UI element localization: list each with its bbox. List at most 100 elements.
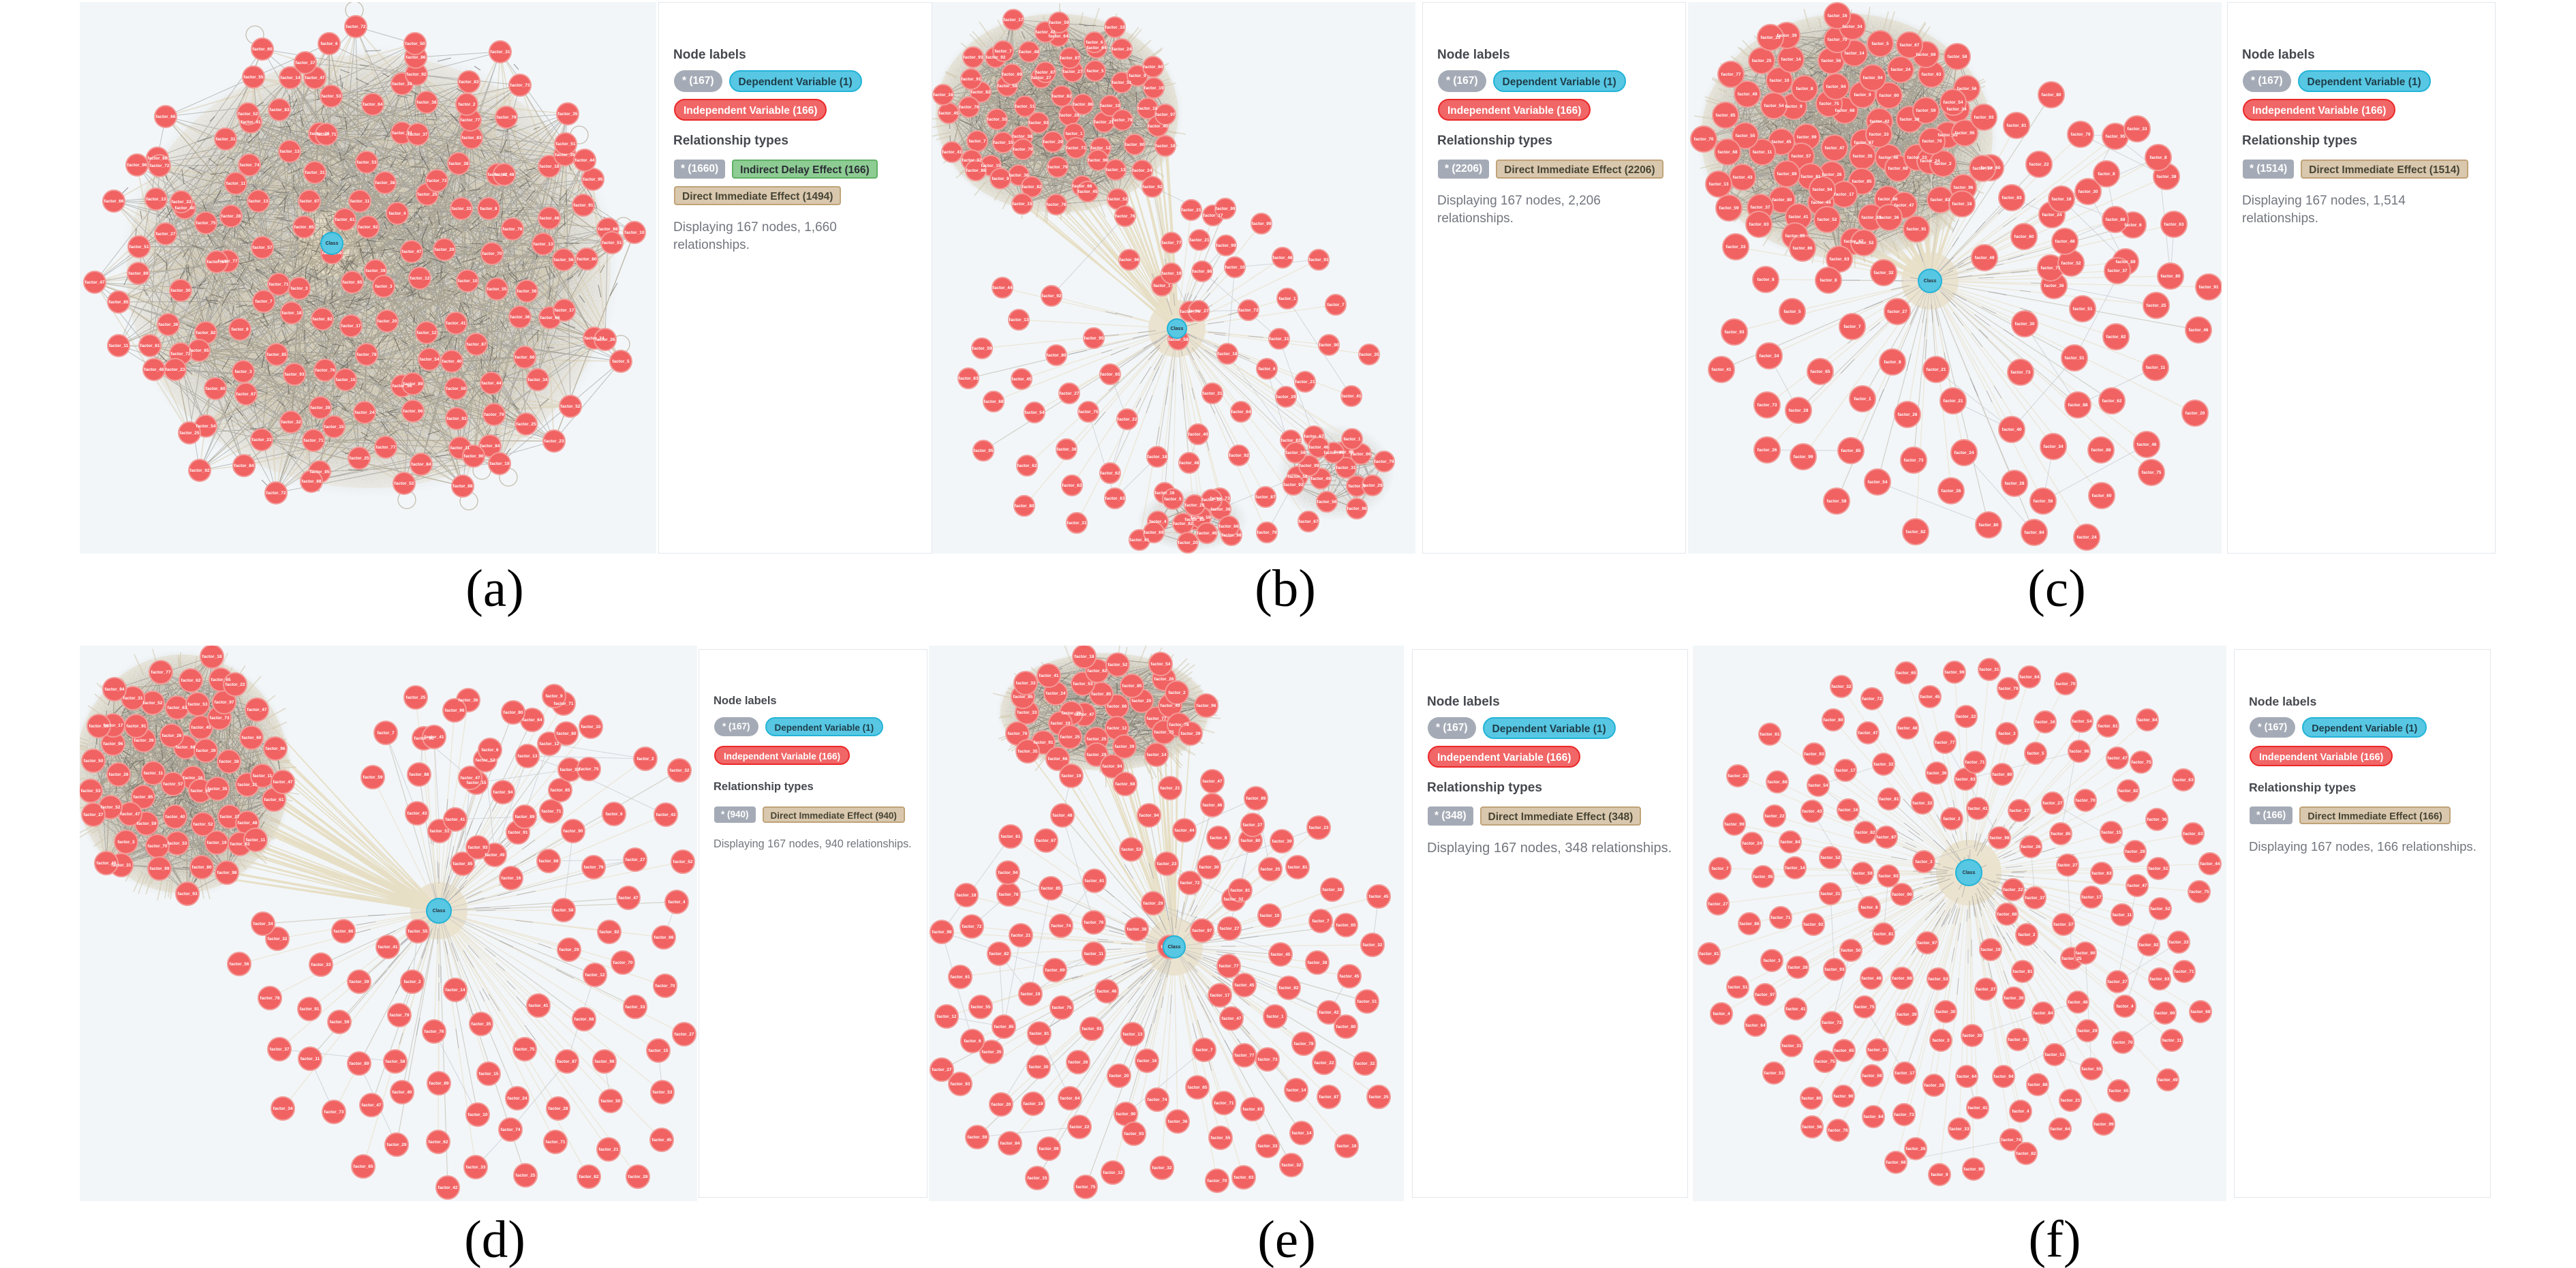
svg-text:factor_59: factor_59: [137, 821, 157, 826]
svg-text:factor_61: factor_61: [335, 217, 355, 222]
svg-text:factor_9: factor_9: [992, 177, 1009, 181]
svg-text:factor_27: factor_27: [932, 1068, 952, 1072]
svg-text:factor_80: factor_80: [557, 731, 577, 736]
svg-text:factor_93: factor_93: [951, 1082, 970, 1087]
svg-text:factor_47: factor_47: [247, 708, 267, 712]
svg-text:factor_85: factor_85: [134, 795, 153, 800]
svg-text:factor_85: factor_85: [1852, 179, 1872, 184]
svg-text:factor_82: factor_82: [1052, 94, 1072, 99]
svg-text:factor_32: factor_32: [1874, 762, 1894, 767]
svg-text:factor_89: factor_89: [403, 382, 423, 387]
svg-text:factor_75: factor_75: [1820, 102, 1839, 106]
svg-text:factor_77: factor_77: [1219, 964, 1239, 969]
svg-text:factor_46: factor_46: [1879, 155, 1899, 160]
svg-text:factor_81: factor_81: [1874, 932, 1894, 937]
svg-text:factor_90: factor_90: [1892, 892, 1912, 897]
svg-text:factor_13: factor_13: [1009, 318, 1029, 322]
svg-text:factor_65: factor_65: [1897, 671, 1916, 676]
svg-text:factor_68: factor_68: [1997, 912, 2017, 917]
svg-text:factor_63: factor_63: [1830, 257, 1850, 262]
svg-text:factor_18: factor_18: [540, 164, 559, 169]
svg-text:factor_34: factor_34: [1947, 107, 1967, 112]
svg-text:factor_85: factor_85: [310, 470, 330, 474]
svg-text:factor_71: factor_71: [2175, 969, 2194, 974]
svg-text:factor_10: factor_10: [1260, 914, 1280, 918]
svg-text:factor_85: factor_85: [1841, 449, 1861, 453]
svg-text:factor_27: factor_27: [1888, 310, 1907, 314]
svg-text:factor_36: factor_36: [159, 322, 179, 327]
svg-text:factor_11: factor_11: [1753, 150, 1773, 155]
svg-text:factor_56: factor_56: [1822, 59, 1841, 63]
svg-text:factor_68: factor_68: [1718, 150, 1738, 155]
svg-text:factor_1: factor_1: [1153, 284, 1171, 288]
svg-text:factor_34: factor_34: [528, 378, 548, 382]
svg-text:factor_33: factor_33: [311, 963, 331, 967]
svg-text:factor_52: factor_52: [476, 758, 495, 763]
svg-text:factor_78: factor_78: [1294, 1042, 1314, 1046]
svg-text:factor_45: factor_45: [939, 111, 959, 116]
svg-text:factor_67: factor_67: [1304, 434, 1324, 439]
svg-text:factor_78: factor_78: [1828, 1128, 1848, 1133]
svg-text:factor_76: factor_76: [1116, 214, 1135, 219]
svg-text:factor_94: factor_94: [1813, 187, 1833, 192]
svg-text:factor_40: factor_40: [393, 1090, 412, 1095]
svg-text:factor_62: factor_62: [181, 678, 201, 683]
svg-text:factor_59: factor_59: [1853, 871, 1873, 876]
svg-text:factor_91: factor_91: [300, 1007, 320, 1012]
svg-text:factor_84: factor_84: [412, 462, 431, 467]
svg-text:factor_91: factor_91: [2008, 1038, 2028, 1042]
svg-text:factor_97: factor_97: [1755, 993, 1775, 997]
svg-text:factor_64: factor_64: [363, 102, 383, 107]
svg-text:factor_71: factor_71: [1771, 916, 1791, 920]
svg-text:factor_36: factor_36: [1009, 173, 1029, 178]
svg-text:factor_77: factor_77: [376, 445, 396, 450]
svg-text:factor_6: factor_6: [320, 42, 338, 46]
svg-text:factor_85: factor_85: [1785, 234, 1805, 239]
svg-text:factor_93: factor_93: [1029, 121, 1049, 125]
svg-text:factor_73: factor_73: [324, 1110, 344, 1115]
svg-text:factor_67: factor_67: [1918, 941, 1937, 946]
svg-text:factor_89: factor_89: [515, 815, 535, 819]
svg-text:factor_24: factor_24: [1743, 841, 1762, 846]
svg-text:factor_45: factor_45: [1078, 190, 1098, 194]
svg-text:factor_92: factor_92: [2139, 943, 2159, 948]
svg-text:factor_39: factor_39: [196, 749, 216, 753]
svg-text:factor_47: factor_47: [1222, 1016, 1242, 1021]
svg-text:factor_30: factor_30: [1029, 1065, 1049, 1070]
svg-text:factor_26: factor_26: [1906, 1147, 1926, 1151]
svg-text:factor_23: factor_23: [1728, 774, 1748, 779]
svg-text:factor_26: factor_26: [1154, 677, 1174, 682]
svg-text:factor_80: factor_80: [1241, 839, 1261, 843]
svg-text:factor_13: factor_13: [534, 242, 553, 247]
svg-text:factor_80: factor_80: [1336, 1025, 1356, 1029]
svg-text:factor_63: factor_63: [168, 706, 187, 710]
svg-text:factor_79: factor_79: [1999, 686, 2019, 691]
svg-text:factor_36: factor_36: [310, 132, 330, 136]
svg-text:factor_27: factor_27: [1243, 823, 1263, 828]
svg-text:factor_25: factor_25: [406, 695, 426, 700]
svg-text:factor_60: factor_60: [2156, 1011, 2175, 1016]
svg-text:factor_92: factor_92: [190, 468, 210, 473]
svg-text:factor_51: factor_51: [556, 142, 576, 147]
svg-text:factor_46: factor_46: [1197, 531, 1217, 536]
svg-text:factor_48: factor_48: [2055, 239, 2075, 244]
svg-text:factor_86: factor_86: [406, 55, 426, 60]
svg-text:factor_56: factor_56: [517, 289, 537, 294]
svg-text:factor_38: factor_38: [1211, 507, 1231, 512]
svg-text:factor_10: factor_10: [468, 1113, 488, 1117]
svg-text:factor_93: factor_93: [1938, 133, 1958, 138]
svg-text:factor_84: factor_84: [2025, 530, 2044, 535]
svg-text:factor_31: factor_31: [1336, 466, 1356, 470]
svg-text:factor_54: factor_54: [1868, 480, 1888, 485]
svg-text:factor_21: factor_21: [1094, 120, 1114, 125]
svg-text:factor_18: factor_18: [1075, 654, 1094, 659]
svg-text:factor_27: factor_27: [2010, 809, 2029, 813]
svg-text:factor_46: factor_46: [1309, 445, 1329, 450]
svg-text:factor_63: factor_63: [2174, 778, 2194, 783]
svg-text:factor_91: factor_91: [2199, 285, 2219, 290]
svg-text:factor_77: factor_77: [1721, 72, 1741, 77]
svg-text:factor_80: factor_80: [192, 865, 212, 870]
svg-text:factor_71: factor_71: [317, 132, 337, 137]
svg-text:factor_79: factor_79: [1113, 118, 1133, 123]
svg-text:factor_46: factor_46: [2137, 442, 2157, 447]
